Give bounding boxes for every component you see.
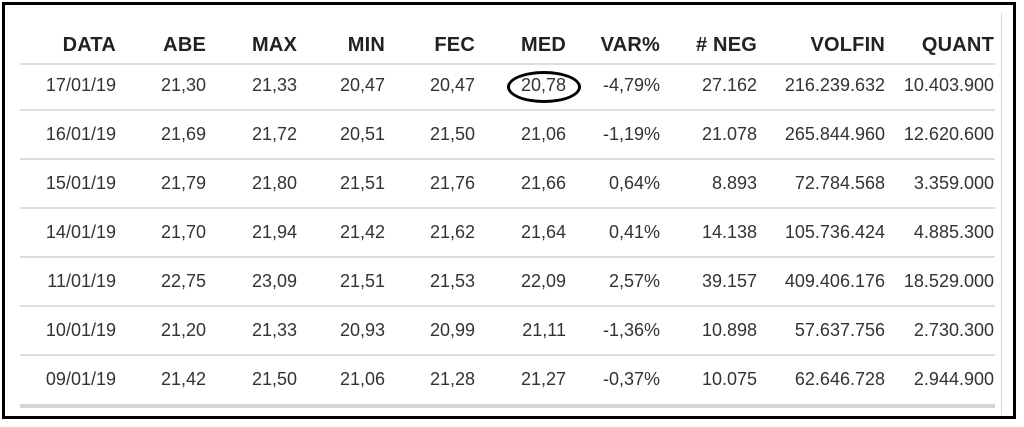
cell-max: 21,94 (251, 221, 297, 242)
cell-med: 21,66 (520, 172, 566, 193)
cell-fec: 21,76 (429, 172, 475, 193)
cell-quant: 10.403.900 (903, 74, 994, 95)
table-bottom-rule (20, 404, 995, 408)
cell-var: -1,19% (602, 123, 660, 144)
header-max: MAX (251, 33, 297, 56)
cell-med: 21,11 (522, 319, 566, 340)
cell-var: -0,37% (602, 368, 660, 389)
cell-var: 0,64% (608, 172, 660, 193)
cell-neg: 27.162 (701, 74, 757, 95)
highlight-circle (507, 71, 581, 103)
table-row: 16/01/19 21,69 21,72 20,51 21,50 21,06 -… (5, 110, 1019, 158)
table-row: 15/01/19 21,79 21,80 21,51 21,76 21,66 0… (5, 159, 1019, 207)
header-data: DATA (62, 33, 116, 56)
cell-med: 21,64 (520, 221, 566, 242)
cell-fec: 21,50 (429, 123, 475, 144)
cell-med: 21,27 (520, 368, 566, 389)
cell-data: 14/01/19 (45, 221, 116, 242)
cell-max: 23,09 (251, 270, 297, 291)
header-var: VAR% (600, 33, 660, 56)
cell-quant: 2.944.900 (913, 368, 994, 389)
cell-abe: 21,30 (160, 74, 206, 95)
cell-data: 15/01/19 (45, 172, 116, 193)
cell-neg: 8.893 (711, 172, 757, 193)
cell-abe: 21,79 (160, 172, 206, 193)
cell-fec: 21,53 (429, 270, 475, 291)
cell-max: 21,50 (251, 368, 297, 389)
cell-max: 21,33 (251, 74, 297, 95)
cell-min: 20,51 (339, 123, 385, 144)
cell-min: 21,51 (339, 270, 385, 291)
cell-neg: 10.075 (701, 368, 757, 389)
header-divider (20, 63, 995, 65)
cell-min: 20,93 (339, 319, 385, 340)
cell-max: 21,80 (251, 172, 297, 193)
cell-fec: 21,28 (429, 368, 475, 389)
row-divider (20, 207, 995, 209)
cell-min: 20,47 (339, 74, 385, 95)
cell-abe: 21,42 (160, 368, 206, 389)
cell-volfin: 409.406.176 (784, 270, 885, 291)
cell-neg: 21.078 (701, 123, 757, 144)
cell-volfin: 72.784.568 (794, 172, 885, 193)
cell-data: 16/01/19 (45, 123, 116, 144)
cell-quant: 3.359.000 (913, 172, 994, 193)
header-neg: # NEG (695, 33, 757, 56)
row-divider (20, 109, 995, 111)
cell-fec: 21,62 (429, 221, 475, 242)
table-row: 11/01/19 22,75 23,09 21,51 21,53 22,09 2… (5, 257, 1019, 305)
cell-quant: 12.620.600 (903, 123, 994, 144)
cell-fec: 20,99 (429, 319, 475, 340)
cell-med: 21,06 (520, 123, 566, 144)
cell-volfin: 216.239.632 (784, 74, 885, 95)
row-divider (20, 158, 995, 160)
cell-min: 21,51 (339, 172, 385, 193)
header-abe: ABE (163, 33, 206, 56)
row-divider (20, 354, 995, 356)
header-quant: QUANT (921, 33, 994, 56)
cell-var: -1,36% (602, 319, 660, 340)
cell-min: 21,42 (339, 221, 385, 242)
cell-fec: 20,47 (429, 74, 475, 95)
header-min: MIN (347, 33, 385, 56)
header-volfin: VOLFIN (810, 33, 885, 56)
table-header: DATA ABE MAX MIN FEC MED VAR% # NEG VOLF… (5, 25, 1019, 65)
row-divider (20, 305, 995, 307)
cell-var: 2,57% (608, 270, 660, 291)
cell-neg: 39.157 (701, 270, 757, 291)
cell-max: 21,33 (251, 319, 297, 340)
cell-neg: 10.898 (701, 319, 757, 340)
cell-data: 11/01/19 (47, 270, 116, 291)
cell-neg: 14.138 (701, 221, 757, 242)
cell-abe: 21,69 (160, 123, 206, 144)
right-edge-line (1001, 13, 1002, 415)
cell-volfin: 62.646.728 (794, 368, 885, 389)
table-frame: DATA ABE MAX MIN FEC MED VAR% # NEG VOLF… (2, 2, 1016, 419)
row-divider (20, 256, 995, 258)
table-row: 10/01/19 21,20 21,33 20,93 20,99 21,11 -… (5, 306, 1019, 354)
cell-volfin: 265.844.960 (784, 123, 885, 144)
cell-quant: 4.885.300 (913, 221, 994, 242)
table-row: 14/01/19 21,70 21,94 21,42 21,62 21,64 0… (5, 208, 1019, 256)
cell-quant: 18.529.000 (903, 270, 994, 291)
cell-min: 21,06 (339, 368, 385, 389)
cell-data: 17/01/19 (45, 74, 116, 95)
cell-data: 10/01/19 (45, 319, 116, 340)
header-med: MED (520, 33, 566, 56)
cell-max: 21,72 (251, 123, 297, 144)
cell-var: -4,79% (602, 74, 660, 95)
table-row: 09/01/19 21,42 21,50 21,06 21,28 21,27 -… (5, 355, 1019, 403)
cell-abe: 21,70 (160, 221, 206, 242)
cell-abe: 22,75 (160, 270, 206, 291)
cell-med: 22,09 (520, 270, 566, 291)
cell-volfin: 105.736.424 (784, 221, 885, 242)
cell-var: 0,41% (608, 221, 660, 242)
cell-data: 09/01/19 (45, 368, 116, 389)
cell-quant: 2.730.300 (913, 319, 994, 340)
cell-volfin: 57.637.756 (794, 319, 885, 340)
header-fec: FEC (434, 33, 475, 56)
cell-abe: 21,20 (160, 319, 206, 340)
